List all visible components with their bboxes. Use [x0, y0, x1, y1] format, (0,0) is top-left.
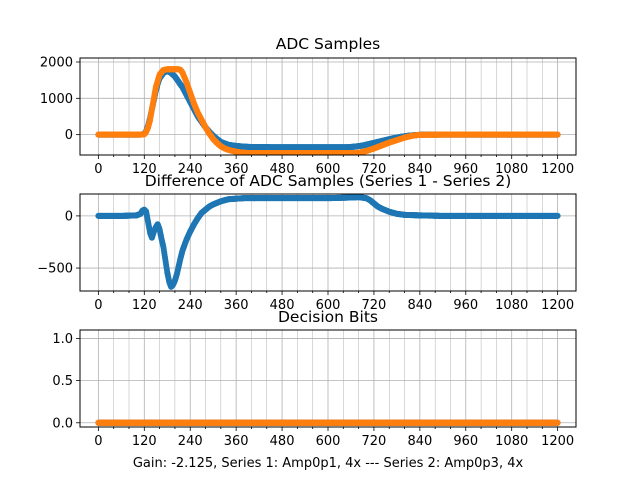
decision-bits-plot-area [95, 419, 561, 426]
x-tick-label: 840 [407, 298, 432, 313]
series-1-points [95, 194, 561, 290]
x-tick-label: 1200 [541, 298, 574, 313]
difference-axes: 0 120 240 360 480 600 720 840 960 1080 1200 −500 0 D… [37, 172, 577, 313]
y-tick-label: 0 [65, 209, 73, 224]
y-tick-label: 2000 [40, 55, 73, 70]
x-tick-label: 1080 [495, 298, 528, 313]
y-tick-label: 1000 [40, 92, 73, 107]
x-tick-label: 120 [132, 298, 157, 313]
x-tick-label: 240 [178, 162, 203, 177]
x-tick-label: 600 [316, 298, 341, 313]
adc-samples-plot-area [95, 66, 561, 155]
x-tick-label: 120 [132, 162, 157, 177]
difference-plot-area [95, 194, 561, 290]
x-tick-label: 600 [316, 162, 341, 177]
decision-bits-axes: 0 120 240 360 480 600 720 840 960 1080 12000.00.51… [52, 308, 577, 449]
x-tick-label: 720 [362, 298, 387, 313]
x-tick-label: 480 [270, 162, 295, 177]
x-tick-label: 480 [270, 298, 295, 313]
x-tick-label: 0 [94, 298, 102, 313]
x-tick-label: 960 [453, 298, 478, 313]
x-tick-label: 840 [407, 162, 432, 177]
difference-ticks: 0 120 240 360 480 600 720 840 960 1080 1200 −500 0 [37, 209, 574, 313]
x-tick-label: 960 [453, 162, 478, 177]
difference-title: Difference of ADC Samples (Series 1 - Se… [145, 172, 512, 190]
adc-samples-axes: 0 120 240 360 480 600 720 840 960 1080 1200 0 1000 20… [40, 35, 577, 177]
adc-samples-ticks: 0 120 240 360 480 600 720 840 960 1080 1200 0 1000 20… [40, 55, 574, 177]
data-point [554, 131, 561, 138]
series-2-points [95, 66, 561, 155]
data-point [554, 212, 561, 219]
x-tick-label: 360 [224, 298, 249, 313]
x-tick-label: 240 [178, 298, 203, 313]
adc-samples-title: ADC Samples [276, 35, 380, 53]
x-tick-label: 1200 [541, 162, 574, 177]
x-tick-label: 0 [94, 162, 102, 177]
x-tick-label: 1080 [495, 162, 528, 177]
x-tick-label: 360 [224, 162, 249, 177]
x-tick-label: 720 [362, 162, 387, 177]
y-tick-label: −500 [37, 262, 73, 277]
y-tick-label: 0 [65, 128, 73, 143]
